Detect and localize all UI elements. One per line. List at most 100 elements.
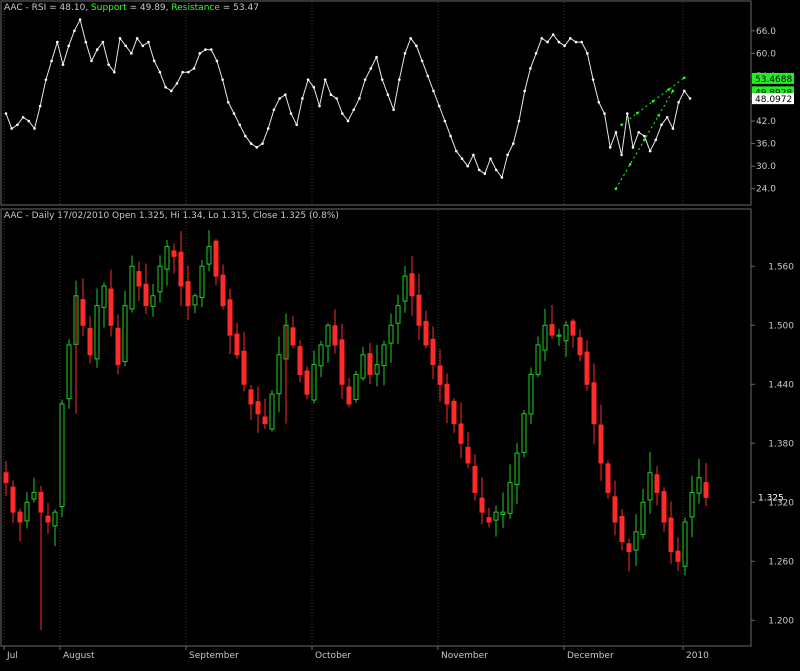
rsi-point (363, 78, 367, 81)
rsi-badge (752, 93, 794, 105)
rsi-y-tick-label: 24.0 (756, 185, 776, 195)
candle-body (619, 515, 625, 543)
rsi-point (38, 104, 42, 108)
rsi-point (90, 59, 93, 63)
price-y-tick-label: 1.320 (768, 498, 794, 508)
candle-body (703, 482, 709, 498)
rsi-point (380, 78, 384, 81)
candle-body (318, 344, 324, 367)
candle-body (542, 324, 548, 351)
candle-body (647, 472, 653, 501)
rsi-point (591, 78, 595, 81)
rsi-point (551, 33, 555, 36)
rsi-point (158, 70, 162, 74)
rsi-point (61, 63, 65, 66)
support-badge (752, 86, 794, 98)
rsi-point (654, 138, 658, 142)
candles (3, 230, 709, 631)
price-header: AAC - Daily 17/02/2010 Open 1.325, Hi 1.… (4, 211, 339, 221)
candle-body (514, 452, 520, 485)
candle-body (297, 346, 303, 375)
resistance-badge (752, 72, 794, 84)
rsi-y-axis: 66.060.054.048.042.036.030.024.0 (751, 27, 776, 195)
candle-body (556, 334, 562, 337)
rsi-point (50, 59, 53, 63)
candle-body (570, 320, 576, 336)
rsi-point (16, 123, 19, 127)
rsi-point (107, 63, 110, 66)
rsi-point (238, 123, 241, 127)
resistance-trendline (621, 77, 685, 126)
candle-body (332, 325, 338, 346)
rsi-point (489, 157, 492, 160)
rsi-point (648, 149, 652, 153)
rsi-point (318, 104, 321, 108)
candle-body (521, 413, 527, 453)
candle-body (311, 364, 317, 401)
rsi-point (232, 112, 236, 115)
candle-body (122, 305, 128, 363)
rsi-point (164, 85, 167, 89)
trendline-point (683, 76, 686, 80)
rsi-point (352, 108, 356, 112)
rsi-y-tick-label: 42.0 (756, 117, 776, 127)
rsi-y-tick-label: 36.0 (756, 140, 776, 150)
rsi-point (73, 29, 76, 33)
candle-body (535, 344, 541, 375)
rsi-point (249, 142, 253, 145)
candle-body (374, 364, 380, 375)
rsi-point (477, 168, 481, 172)
rsi-point (437, 104, 441, 108)
rsi-point (130, 52, 133, 55)
rsi-header: AAC - RSI = 48.10, Support = 49.89, Resi… (4, 3, 259, 13)
rsi-point (215, 59, 219, 63)
trendline-point (643, 138, 646, 142)
rsi-point (506, 153, 509, 157)
rsi-point (78, 18, 82, 21)
resistance-badge-label: 53.4688 (755, 75, 792, 85)
candle-body (164, 246, 170, 270)
rsi-point (557, 40, 561, 44)
rsi-point (44, 78, 48, 81)
rsi-y-tick-label: 30.0 (756, 162, 776, 172)
price-y-tick-label: 1.560 (768, 262, 794, 272)
rsi-point (141, 44, 145, 48)
rsi-point (295, 123, 299, 127)
rsi-point (660, 123, 663, 127)
rsi-point (512, 142, 515, 145)
rsi-point (209, 48, 213, 51)
candle-body (626, 543, 632, 552)
rsi-point (586, 52, 589, 55)
rsi-point (113, 70, 116, 74)
candle-body (276, 354, 282, 395)
candle-body (157, 265, 163, 293)
rsi-point (420, 59, 424, 63)
rsi-point (665, 115, 669, 119)
rsi-badge-label: 48.0972 (755, 95, 792, 105)
rsi-y-tick-label: 60.0 (756, 49, 776, 59)
rsi-point (597, 100, 601, 104)
rsi-point (500, 176, 504, 179)
candle-body (360, 354, 366, 379)
rsi-point (329, 93, 333, 97)
candle-body (591, 382, 597, 425)
rsi-point (494, 168, 498, 172)
rsi-point (386, 93, 390, 97)
candle-body (465, 446, 471, 464)
candle-body (528, 373, 534, 415)
candle-body (3, 472, 9, 484)
candle-body (486, 517, 492, 523)
price-y-tick-label: 1.200 (768, 616, 794, 626)
rsi-point (187, 70, 190, 74)
candle-body (654, 474, 660, 493)
x-tick-label: 2010 (686, 651, 709, 661)
candle-body (612, 496, 618, 523)
rsi-point (563, 44, 566, 48)
rsi-point (603, 112, 606, 115)
rsi-point (4, 112, 8, 115)
candle-body (479, 497, 485, 513)
rsi-point (27, 119, 31, 123)
candle-body (171, 250, 177, 257)
candle-body (444, 383, 450, 405)
